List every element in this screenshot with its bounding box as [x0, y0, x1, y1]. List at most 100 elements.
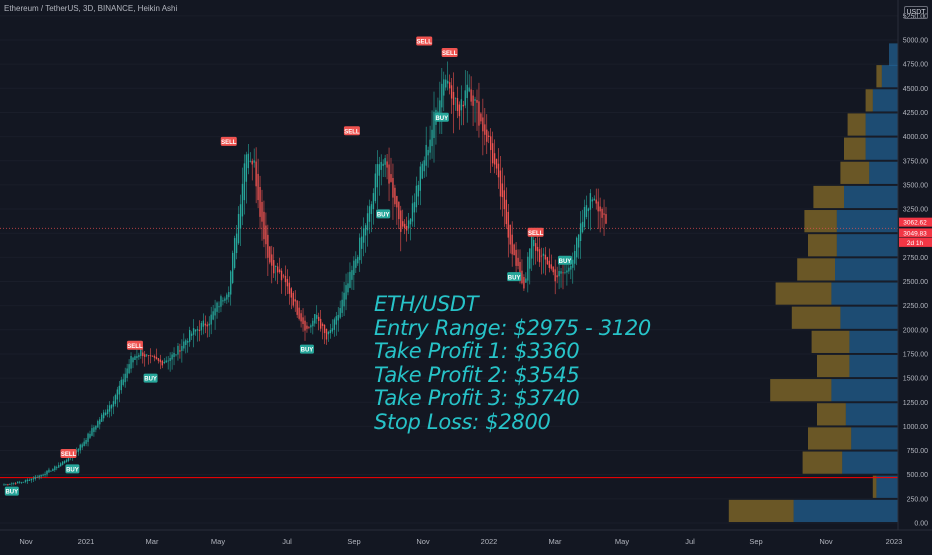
candle-body — [228, 291, 230, 298]
candle-body — [585, 205, 588, 218]
signal-box — [143, 373, 158, 383]
candle-body — [337, 314, 339, 321]
candle-body — [446, 80, 449, 84]
candle-body — [572, 259, 574, 268]
x-tick-label: Mar — [146, 537, 159, 546]
candle-body — [220, 296, 222, 307]
candle-body — [355, 258, 357, 268]
candle-body — [427, 149, 429, 156]
price-tag-box — [899, 217, 932, 227]
sell-signal: SELL — [527, 227, 544, 237]
candle-body — [390, 174, 392, 182]
x-tick-label: Jul — [282, 537, 292, 546]
candle-body — [126, 368, 128, 378]
candle-body — [106, 409, 109, 414]
vp-up-bar — [845, 403, 898, 426]
candle-body — [382, 163, 384, 166]
vp-up-bar — [836, 210, 898, 233]
buy-signal: BUY — [143, 373, 158, 383]
vp-up-bar — [849, 330, 898, 353]
candle-body — [93, 427, 95, 432]
candle-body — [177, 345, 179, 355]
candle-body — [210, 314, 212, 325]
x-tick-label: Nov — [19, 537, 33, 546]
x-tick-label: Nov — [819, 537, 833, 546]
candle-body — [214, 308, 216, 316]
candle-body — [175, 354, 177, 356]
candle-body — [478, 101, 480, 126]
candle-body — [18, 481, 21, 483]
candle-body — [513, 244, 515, 256]
candle-body — [104, 412, 107, 416]
candle-body — [147, 355, 150, 356]
candle-body — [304, 320, 306, 331]
signal-label: SELL — [221, 140, 237, 146]
y-tick-label: 1250.00 — [903, 400, 928, 407]
candle-body — [20, 481, 23, 483]
candle-body — [269, 246, 271, 263]
candle-body — [357, 256, 359, 264]
candle-body — [278, 269, 281, 273]
candle-body — [351, 270, 353, 280]
candle-body — [460, 99, 463, 111]
vp-up-bar — [835, 258, 898, 281]
sell-signal: SELL — [416, 36, 433, 46]
signal-label: SELL — [442, 51, 458, 57]
candle-body — [466, 84, 468, 98]
candle-body — [15, 483, 17, 485]
candle-body — [362, 228, 365, 243]
candle-body — [400, 210, 402, 232]
vp-up-bar — [889, 43, 898, 66]
candle-body — [286, 279, 289, 287]
candle-body — [200, 323, 203, 331]
candle-body — [181, 346, 183, 351]
candle-body — [296, 300, 298, 315]
candle-body — [589, 193, 592, 210]
candle-body — [546, 257, 549, 265]
candle-body — [319, 318, 322, 329]
candle-body — [241, 183, 244, 217]
candle-body — [423, 160, 425, 172]
candle-body — [265, 225, 267, 245]
candle-body — [87, 433, 89, 442]
currency-badge[interactable]: USDT — [904, 6, 928, 19]
candle-body — [321, 323, 324, 326]
candle-body — [603, 213, 605, 215]
candle-body — [122, 379, 124, 385]
candle-body — [501, 183, 504, 198]
candle-body — [554, 269, 556, 282]
sell-signal: SELL — [441, 48, 458, 57]
candle-body — [253, 160, 255, 163]
candle-body — [378, 164, 380, 176]
candle-body — [534, 243, 537, 251]
candle-body — [16, 481, 19, 484]
candle-body — [36, 477, 38, 478]
vp-down-bar — [791, 306, 841, 329]
candle-body — [353, 260, 355, 276]
chart-title: Ethereum / TetherUS, 3D, BINANCE, Heikin… — [4, 4, 178, 13]
candle-body — [577, 234, 580, 248]
candle-body — [476, 99, 478, 103]
candle-body — [48, 469, 50, 473]
candle-body — [190, 333, 193, 336]
candle-body — [384, 158, 386, 165]
candle-body — [99, 419, 101, 425]
candle-body — [488, 135, 490, 137]
candle-body — [237, 213, 240, 244]
candle-body — [188, 330, 191, 342]
candle-body — [599, 206, 601, 212]
candle-body — [202, 320, 205, 327]
x-tick-label: 2023 — [886, 537, 903, 546]
x-tick-label: Nov — [416, 537, 430, 546]
candle-body — [317, 316, 320, 321]
candle-body — [28, 480, 31, 482]
vp-down-bar — [865, 89, 873, 112]
signal-box — [343, 126, 360, 136]
candles — [3, 61, 607, 486]
candle-body — [206, 324, 208, 327]
candle-body — [566, 270, 568, 273]
candle-body — [579, 223, 582, 241]
candle-body — [495, 158, 498, 169]
